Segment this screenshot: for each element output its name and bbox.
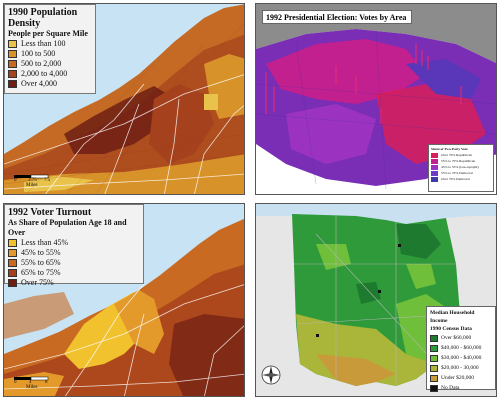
legend-label: Less than 45% (21, 238, 69, 247)
legend-title: Share of Two-Party Vote (431, 147, 468, 151)
map-title: 1990 Population Density (8, 7, 78, 29)
scale-bar: 0 4 8 Miles (14, 376, 50, 390)
scale-unit: Miles (26, 183, 38, 188)
election-votes-map: 1992 Presidential Election: Votes by Are… (255, 3, 497, 195)
legend-item: Over 70% Democrat (431, 176, 491, 182)
scale-tick: 0 (14, 380, 17, 385)
legend-label: Over 70% Democrat (441, 177, 470, 181)
legend-item: Under $20,000 (430, 373, 492, 383)
legend-swatch (430, 374, 438, 382)
legend-item: 500 to 2,000 (8, 59, 92, 69)
legend-item: Over 75% (8, 278, 140, 288)
income-legend: Median Household Income 1990 Census Data… (426, 306, 496, 393)
legend-swatch (431, 158, 438, 164)
legend-label: Over 75% (21, 278, 54, 287)
legend-item: $40,000 - $60,000 (430, 343, 492, 353)
legend-swatch (430, 364, 438, 372)
legend-label: Less than 100 (21, 39, 66, 48)
legend-label: $30,000 - $40,000 (441, 355, 482, 361)
scale-bar: 0 3.75 7.5 Miles (14, 174, 51, 188)
legend-label: 65% to 75% (21, 268, 61, 277)
legend-item: $20,000 - 30,000 (430, 363, 492, 373)
legend-swatch (8, 249, 17, 257)
legend-swatch (431, 164, 438, 170)
map-title: 1992 Presidential Election: Votes by Are… (262, 10, 412, 24)
map-subtitle: As Share of Population Age 18 and Over (8, 218, 127, 237)
population-density-legend: 1990 Population Density People per Squar… (4, 4, 96, 94)
legend-label: Under $20,000 (441, 375, 474, 381)
legend-label: 55% to 65% (21, 258, 61, 267)
legend-label: Over $60,000 (441, 335, 472, 341)
legend-swatch (431, 170, 438, 176)
legend-item: Over 70% Republican (431, 152, 491, 158)
scale-tick: 4 (29, 380, 32, 385)
legend-swatch (8, 259, 17, 267)
compass-rose-icon (261, 365, 281, 385)
legend-label: 45% to 55% (21, 248, 61, 257)
legend-label: 2,000 to 4,000 (21, 69, 68, 78)
legend-item: 45% to 55% (toss-up/split) (431, 164, 491, 170)
legend-item: 55% to 65% (8, 258, 140, 268)
legend-label: No Data (441, 385, 460, 391)
legend-swatch (8, 239, 17, 247)
legend-swatch (430, 384, 438, 392)
legend-item: 65% to 75% (8, 268, 140, 278)
legend-swatch (8, 40, 17, 48)
legend-swatch (430, 344, 438, 352)
legend-label: $40,000 - $60,000 (441, 345, 482, 351)
voter-turnout-map: 1992 Voter Turnout As Share of Populatio… (3, 203, 245, 397)
legend-label: Over 4,000 (21, 79, 57, 88)
legend-swatch (8, 279, 17, 287)
legend-label: 500 to 2,000 (21, 59, 62, 68)
legend-item: 45% to 55% (8, 248, 140, 258)
legend-swatch (8, 60, 17, 68)
legend-label: 45% to 55% (toss-up/split) (441, 165, 479, 169)
legend-swatch (8, 50, 17, 58)
legend-item: No Data (430, 383, 492, 393)
scale-tick: 0 (14, 178, 17, 183)
legend-label: Over 70% Republican (441, 153, 473, 157)
legend-item: Less than 45% (8, 238, 140, 248)
legend-swatch (8, 70, 17, 78)
legend-swatch (431, 152, 438, 158)
legend-subtitle: 1990 Census Data (430, 326, 472, 332)
legend-label: 55% to 70% Republican (441, 159, 476, 163)
legend-swatch (430, 334, 438, 342)
household-income-map: Median Household Income 1990 Census Data… (255, 203, 497, 397)
population-density-map-graphic (4, 4, 244, 194)
legend-item: 55% to 70% Democrat (431, 170, 491, 176)
scale-tick: 3.75 (28, 178, 37, 183)
legend-item: Over $60,000 (430, 333, 492, 343)
legend-label: $20,000 - 30,000 (441, 365, 479, 371)
legend-swatch (8, 80, 17, 88)
map-subtitle: People per Square Mile (8, 29, 88, 38)
legend-label: 55% to 70% Democrat (441, 171, 473, 175)
voter-turnout-map-graphic (4, 218, 244, 396)
legend-item: Less than 100 (8, 39, 92, 49)
legend-item: 100 to 500 (8, 49, 92, 59)
legend-item: Over 4,000 (8, 79, 92, 89)
population-density-map: 1990 Population Density People per Squar… (3, 3, 245, 195)
scale-tick: 8 (45, 380, 48, 385)
legend-item: 2,000 to 4,000 (8, 69, 92, 79)
legend-title: Median Household Income (430, 310, 475, 324)
legend-swatch (430, 354, 438, 362)
legend-item: 55% to 70% Republican (431, 158, 491, 164)
legend-item: $30,000 - $40,000 (430, 353, 492, 363)
voter-turnout-legend: 1992 Voter Turnout As Share of Populatio… (4, 204, 144, 287)
election-legend: Share of Two-Party Vote Over 70% Republi… (428, 144, 494, 192)
legend-swatch (8, 269, 17, 277)
map-title: 1992 Voter Turnout (8, 207, 92, 218)
legend-label: 100 to 500 (21, 49, 56, 58)
scale-unit: Miles (26, 385, 38, 390)
scale-tick: 7.5 (44, 178, 51, 183)
legend-swatch (431, 176, 438, 182)
